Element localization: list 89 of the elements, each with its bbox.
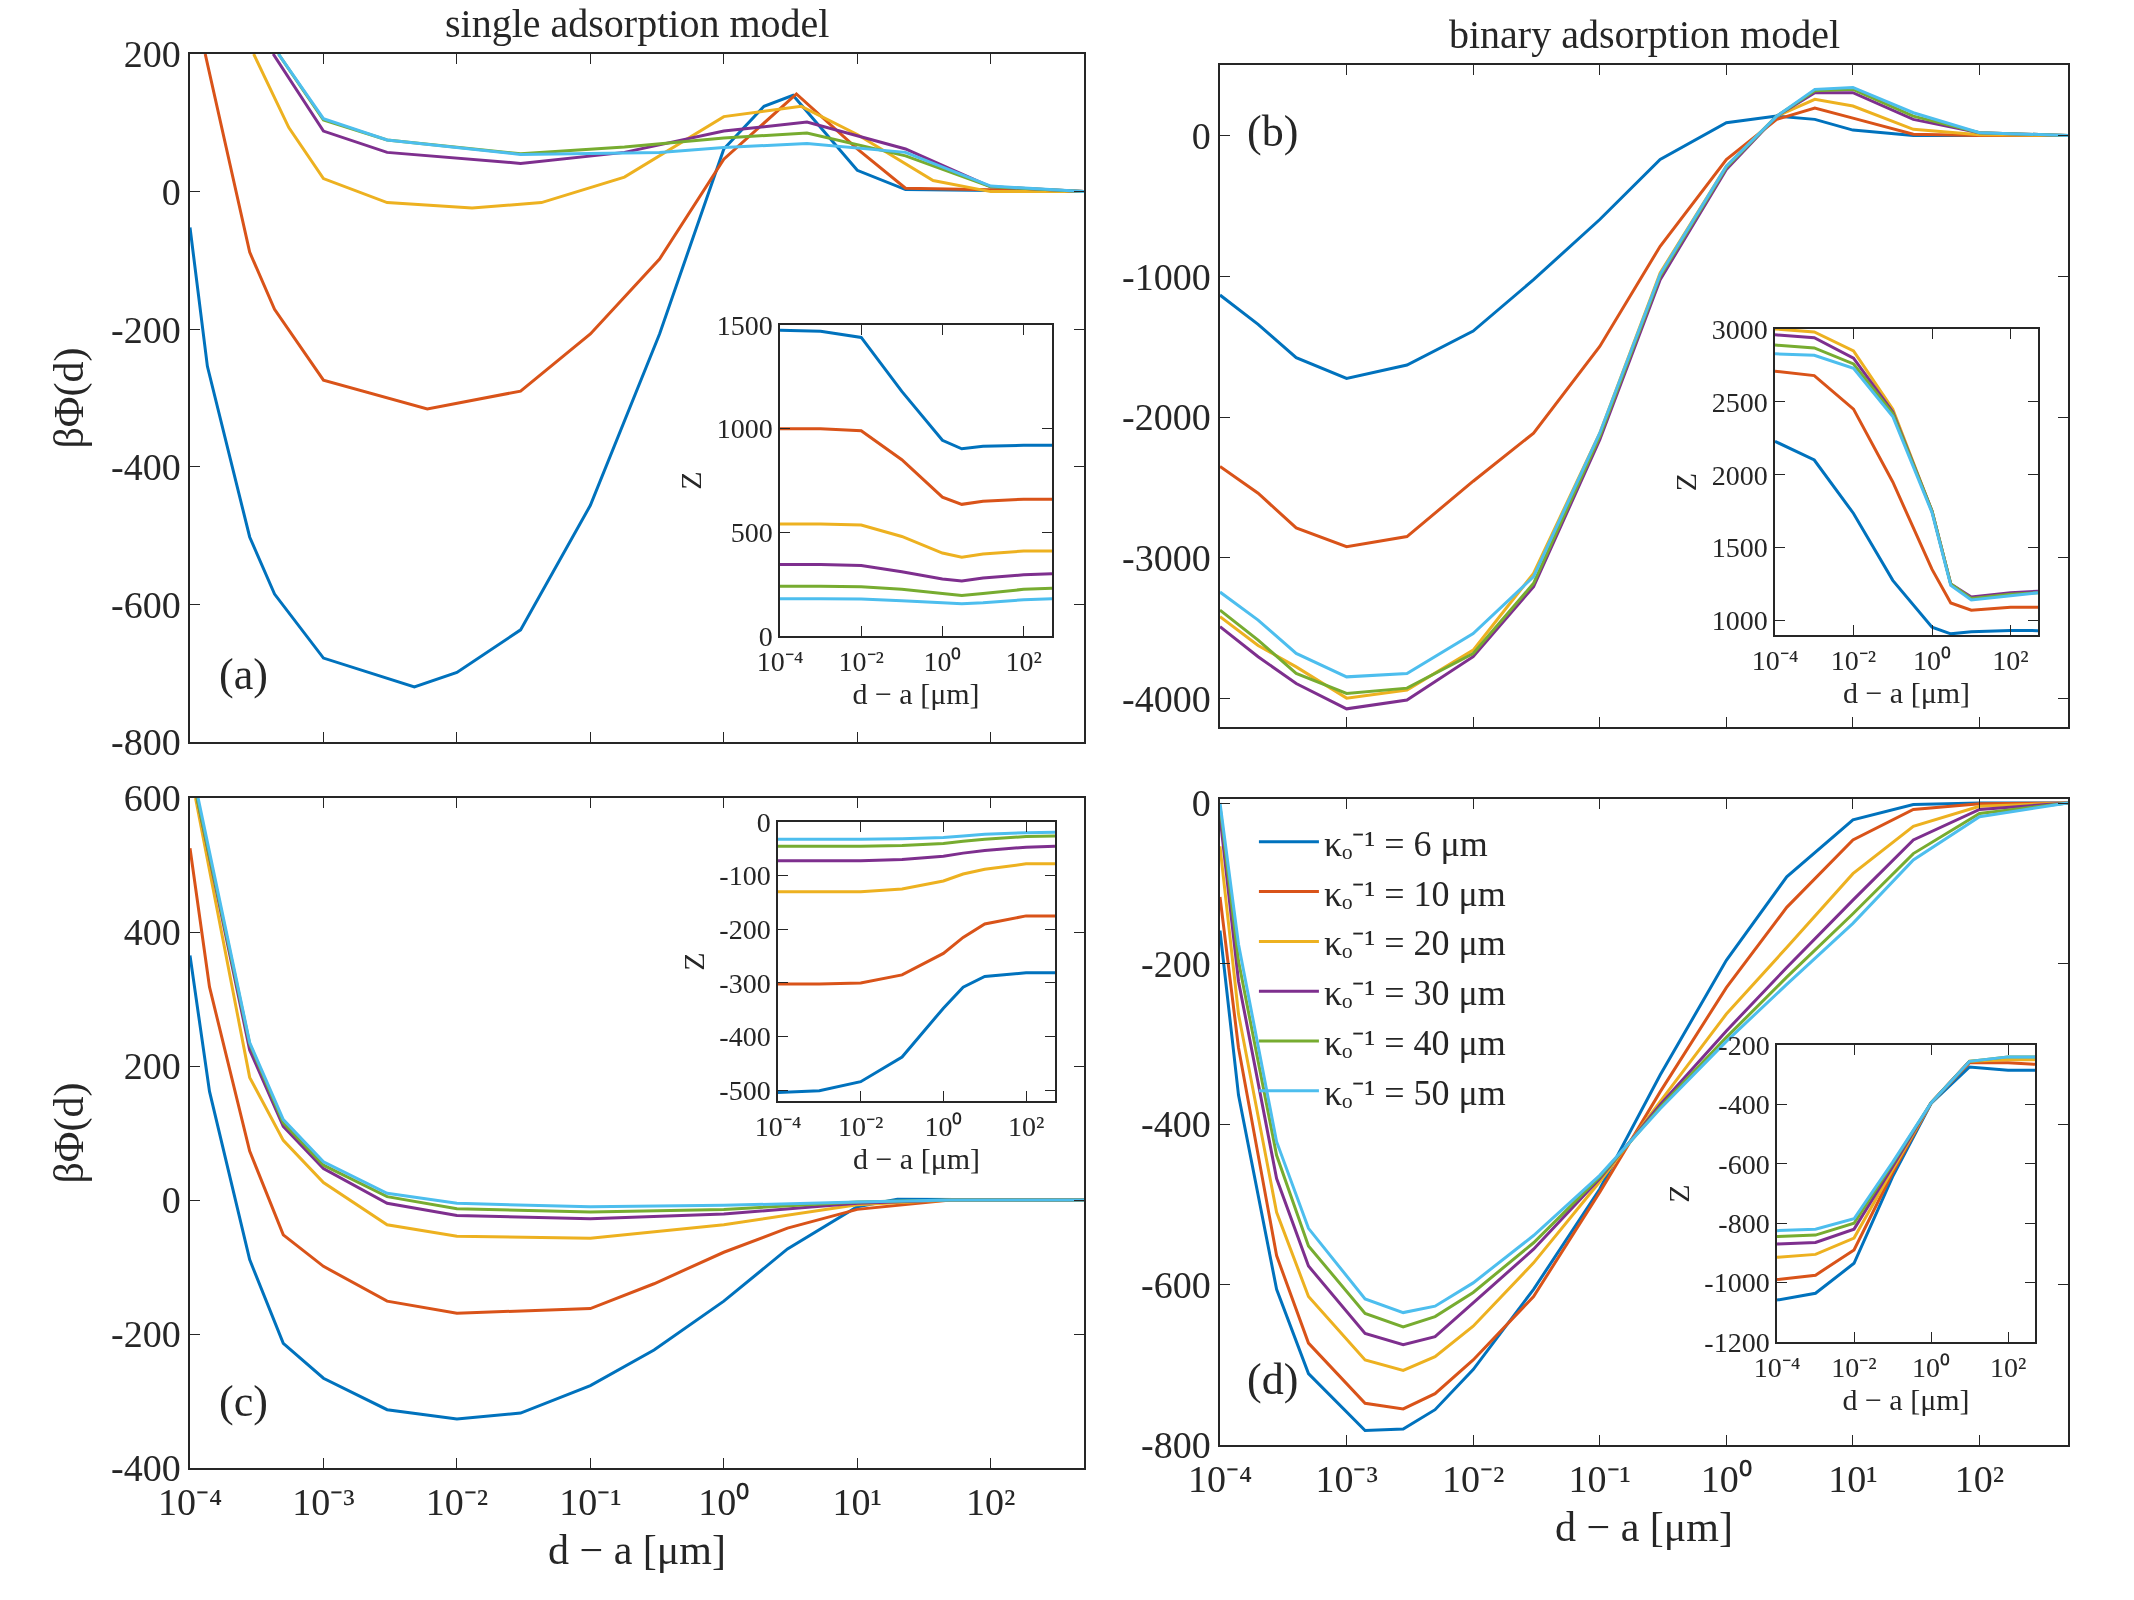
legend-label: κₒ⁻¹ = 6 μm [1323,823,1488,864]
y-tick-label: 1000 [716,413,773,445]
y-tick-label: -600 [1718,1148,1770,1180]
y-tick-label: -600 [1140,1263,1211,1306]
y-tick-label: -2000 [1121,396,1211,439]
x-tick-label: 10¹ [1828,1458,1878,1501]
x-axis-title: d − a [μm] [1555,1503,1733,1550]
x-tick-label: 10⁻⁴ [1751,645,1799,677]
y-tick-label: -800 [110,721,181,764]
annotation: (b) [1247,107,1299,156]
y-tick-label: 0 [161,1179,181,1222]
x-tick-label: 10⁻² [838,646,884,678]
x-tick-label: 10⁻² [838,1111,884,1143]
x-tick-label: 10² [1954,1458,2005,1501]
y-tick-label: -800 [1718,1208,1770,1239]
x-tick-label: 10⁰ [698,1481,750,1524]
x-tick-label: 10² [1992,645,2029,677]
y-tick-label: 200 [123,33,181,76]
y-tick-label: 1000 [1711,605,1768,637]
y-tick-label: -200 [719,914,771,946]
y-tick-label: -200 [110,1313,181,1356]
y-tick-label: 500 [730,517,773,549]
x-axis-title: d − a [μm] [852,677,980,711]
y-tick-label: -300 [719,967,771,999]
legend-label: κₒ⁻¹ = 30 μm [1323,973,1506,1014]
x-tick-label: 10⁻² [1830,645,1877,677]
y-tick-label: 200 [123,1045,181,1088]
x-axis-title: d − a [μm] [1842,1383,1970,1417]
x-axis-title: d − a [μm] [548,1526,726,1573]
x-axis-title: d − a [μm] [1842,676,1971,710]
y-axis-title: βΦ(d) [46,1082,94,1184]
y-tick-label: 3000 [1711,313,1768,345]
x-tick-label: 10⁻³ [1315,1458,1378,1501]
chart-title: binary adsorption model [1449,12,1841,57]
y-axis-title: Z [676,952,710,971]
y-axis-title: Z [1669,472,1703,492]
y-tick-label: -400 [1140,1103,1211,1146]
y-tick-label: -400 [1718,1089,1770,1121]
y-tick-label: 0 [1191,114,1211,157]
legend-label: κₒ⁻¹ = 50 μm [1323,1072,1506,1113]
y-tick-label: -4000 [1121,678,1211,721]
y-tick-label: 2000 [1711,459,1768,491]
y-tick-label: -200 [1718,1029,1770,1061]
x-tick-label: 10² [1005,646,1042,678]
y-axis-title: Z [1661,1184,1695,1203]
x-tick-label: 10² [966,1481,1016,1524]
x-tick-label: 10⁰ [923,646,962,678]
x-tick-label: 10⁰ [1700,1458,1752,1501]
y-tick-label: 1500 [716,309,773,341]
x-tick-label: 10⁻¹ [559,1481,622,1524]
y-tick-label: -1000 [1704,1267,1770,1299]
x-tick-label: 10⁻³ [292,1481,355,1524]
y-tick-label: 0 [1191,782,1211,825]
y-tick-label: -3000 [1121,537,1211,580]
y-tick-label: 600 [123,777,181,820]
y-tick-label: -200 [110,308,181,351]
y-tick-label: 0 [756,806,771,838]
y-tick-label: -200 [1140,942,1211,985]
x-tick-label: 10⁻² [1831,1352,1877,1384]
y-tick-label: 1500 [1711,532,1768,564]
y-axis-title: Z [674,471,708,490]
x-tick-label: 10⁰ [924,1111,963,1143]
chart-title: single adsorption model [445,1,830,46]
legend-label: κₒ⁻¹ = 40 μm [1323,1023,1506,1064]
legend-label: κₒ⁻¹ = 20 μm [1323,923,1506,964]
annotation: (d) [1247,1355,1299,1404]
x-tick-label: 10² [1989,1352,2027,1384]
legend-label: κₒ⁻¹ = 10 μm [1323,873,1506,914]
annotation: (a) [219,650,268,699]
x-tick-label: 10⁻² [425,1481,489,1524]
x-tick-label: 10⁻² [1441,1458,1505,1501]
x-tick-label: 10² [1007,1111,1045,1143]
x-tick-label: 10⁻⁴ [754,1111,802,1143]
y-axis-title: βΦ(d) [46,347,94,449]
y-tick-label: -100 [719,860,771,892]
y-tick-label: -1000 [1121,255,1211,298]
y-tick-label: -400 [719,1021,771,1053]
y-tick-label: -500 [719,1075,771,1107]
y-tick-label: 400 [123,911,181,954]
x-axis-title: d − a [μm] [852,1142,981,1176]
y-tick-label: -600 [110,583,181,626]
y-tick-label: 0 [161,170,181,213]
annotation: (c) [219,1377,268,1426]
x-tick-label: 10⁰ [1913,645,1952,677]
y-tick-label: 2500 [1711,386,1768,418]
x-tick-label: 10¹ [832,1481,882,1524]
y-tick-label: -400 [110,446,181,489]
x-tick-label: 10⁻¹ [1568,1458,1631,1501]
x-tick-label: 10⁰ [1912,1352,1951,1384]
